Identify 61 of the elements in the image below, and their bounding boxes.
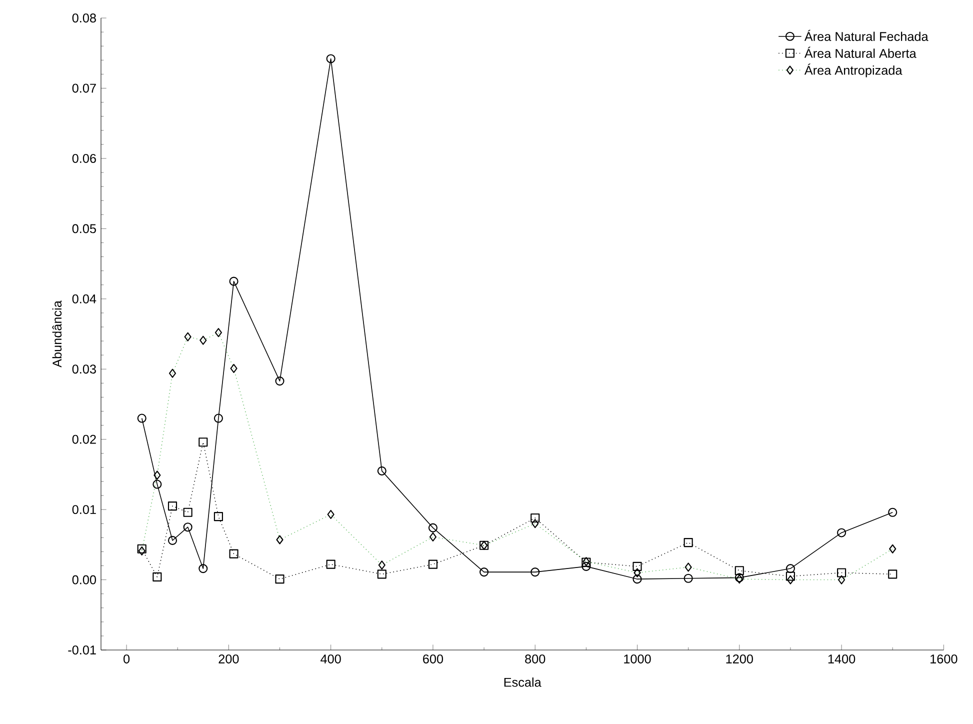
point xyxy=(152,480,162,489)
point xyxy=(786,572,795,581)
y-tick-label: 0.00 xyxy=(72,575,96,584)
legend-label: Área Natural Aberta xyxy=(804,46,916,58)
x-tick-label: 0 xyxy=(124,654,130,664)
legend-label: Área Antropizada xyxy=(804,64,902,78)
point xyxy=(229,549,238,558)
y-tick-label: 0.02 xyxy=(72,434,96,444)
x-tick-label: 1400 xyxy=(828,654,856,664)
y-tick-label: 0.08 xyxy=(72,14,96,22)
x-tick-label: 400 xyxy=(320,654,341,664)
y-tick-label: 0.06 xyxy=(72,154,96,163)
point xyxy=(183,508,192,517)
x-tick-label: 600 xyxy=(423,654,444,664)
point xyxy=(198,564,208,574)
point xyxy=(275,574,284,584)
y-tick-label: 0.04 xyxy=(72,294,96,304)
point xyxy=(684,538,693,548)
point xyxy=(198,438,208,447)
point xyxy=(582,562,591,571)
point xyxy=(428,523,438,532)
point xyxy=(377,570,386,579)
point xyxy=(530,513,540,523)
x-tick-label: 800 xyxy=(525,654,546,664)
point xyxy=(214,512,223,522)
point xyxy=(275,376,284,386)
point xyxy=(837,528,846,538)
x-tick-label: 200 xyxy=(218,654,239,664)
point xyxy=(888,570,898,579)
y-tick-label: 0.01 xyxy=(72,505,96,514)
legend-label: Área Natural Fechada xyxy=(804,30,928,42)
x-axis-title: Escala xyxy=(504,678,542,687)
point xyxy=(214,414,223,423)
point xyxy=(377,466,386,476)
y-tick-label: 0.05 xyxy=(72,224,96,234)
point xyxy=(888,508,898,517)
y-tick-label: -0.01 xyxy=(68,646,96,654)
y-axis-title: Abundância xyxy=(52,300,62,368)
point xyxy=(168,502,178,511)
point xyxy=(632,562,642,571)
x-tick-label: 1000 xyxy=(624,654,651,664)
x-tick-label: 1600 xyxy=(930,654,958,664)
point xyxy=(326,54,336,64)
point xyxy=(168,536,178,545)
y-tick-label: 0.03 xyxy=(72,364,96,374)
point xyxy=(632,574,642,584)
point xyxy=(137,414,146,423)
point xyxy=(152,572,162,582)
point xyxy=(837,568,846,578)
y-tick-label: 0.07 xyxy=(72,84,96,93)
point xyxy=(684,574,693,583)
x-tick-label: 1200 xyxy=(726,654,753,664)
point xyxy=(183,522,192,532)
point xyxy=(428,560,438,569)
point xyxy=(480,568,489,577)
point xyxy=(530,568,540,577)
point xyxy=(137,544,146,554)
point xyxy=(786,564,795,574)
point xyxy=(326,560,336,569)
point xyxy=(229,276,238,286)
point xyxy=(734,566,744,576)
